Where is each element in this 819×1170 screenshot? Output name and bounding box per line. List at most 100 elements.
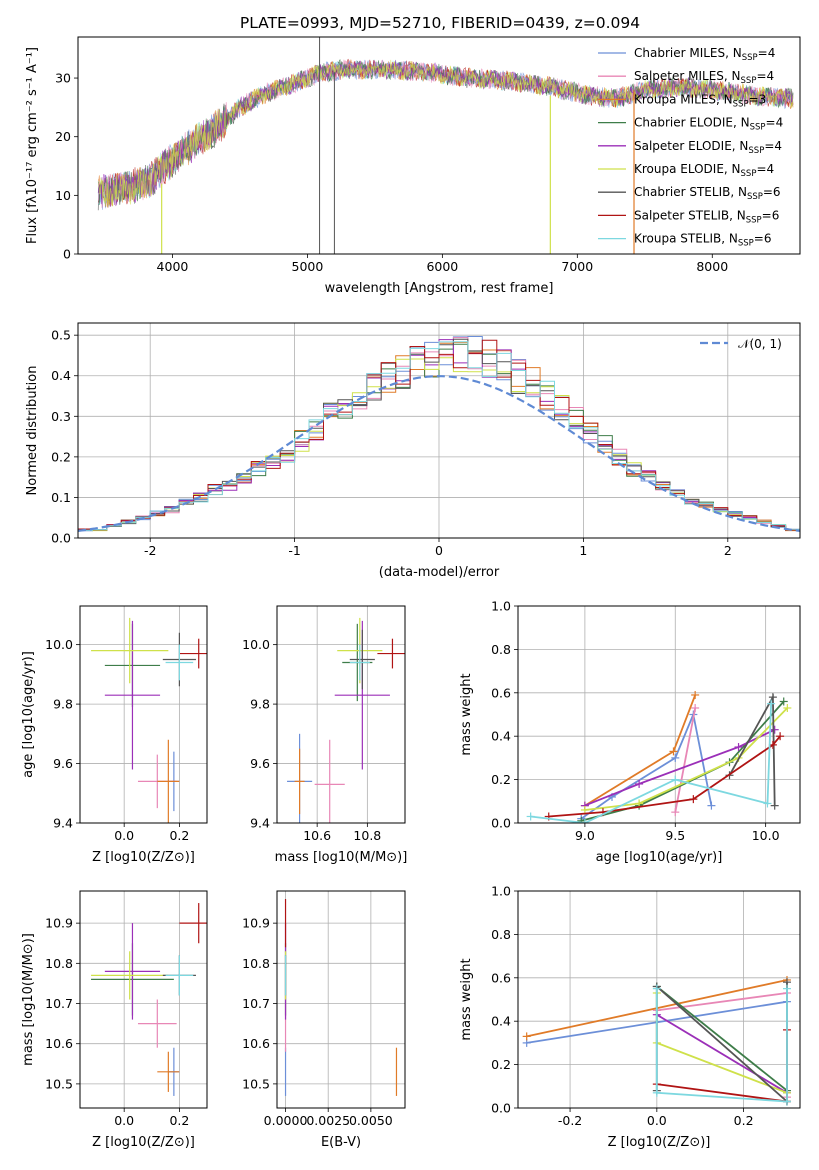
y-tick-label: 20: [55, 129, 71, 144]
x-tick-label: 0.0025: [306, 1113, 350, 1128]
x-tick-label: 0.2: [734, 1113, 754, 1128]
plot-area: [287, 617, 405, 823]
weight-series-7: [656, 1029, 788, 1103]
x-tick-label: 0.0: [114, 1113, 134, 1128]
legend-label: Kroupa MILES, NSSP=3: [634, 92, 766, 109]
y-tick-label: 9.6: [53, 756, 73, 771]
y-tick-label: 10.9: [242, 916, 270, 931]
y-tick-label: 0.3: [51, 409, 71, 424]
axes-frame: [77, 36, 801, 255]
y-axis-label: mass weight: [459, 673, 474, 755]
spectrum-legend: Chabrier MILES, NSSP=4 Salpeter MILES, NS…: [598, 46, 783, 249]
x-tick-label: 0.2: [169, 1113, 189, 1128]
weight-series-4: [584, 728, 776, 807]
legend-label: Chabrier ELODIE, NSSP=4: [634, 116, 783, 133]
y-tick-label: 10.8: [242, 956, 270, 971]
y-tick-label: 0.0: [51, 531, 71, 546]
x-tick-label: 2: [724, 543, 732, 558]
x-tick-label: 0.0: [647, 1113, 667, 1128]
x-axis-label: Z [log10(Z/Z⊙)]: [608, 1135, 711, 1150]
spectrum-series-5: [97, 59, 794, 208]
axes-frame: [276, 605, 406, 824]
y-tick-label: 0.4: [491, 1014, 511, 1029]
x-axis-label: (data-model)/error: [379, 565, 500, 580]
panel-age-vs-mass: 10.6 10.8 9.4 9.6 9.8 10.0 mass [log10(M/M⊙)]: [242, 605, 408, 865]
axes-frame: [517, 605, 801, 824]
y-tick-label: 0.4: [51, 368, 71, 383]
x-tick-label: 10.8: [353, 828, 381, 843]
y-tick-label: 0.6: [491, 685, 511, 700]
spectrum-series-0: [97, 59, 794, 210]
y-tick-label: 0.6: [491, 970, 511, 985]
axes-frame: [77, 322, 801, 539]
y-tick-label: 0: [63, 247, 71, 262]
x-axis-label: mass [log10(M/M⊙)]: [275, 850, 408, 865]
x-tick-label: 0.0000: [264, 1113, 308, 1128]
panel-mass-vs-Z: 0.0 0.2 10.5 10.6 10.7 10.8 10.9 Z [log10(Z/Z⊙)…: [21, 890, 208, 1150]
y-tick-label: 0.8: [491, 642, 511, 657]
x-tick-label: 6000: [426, 259, 458, 274]
y-axis-label: mass [log10(M/M⊙)]: [21, 933, 36, 1066]
hist-series-8: [78, 341, 800, 538]
panel-age-vs-Z: 0.0 0.2 9.4 9.6 9.8 10.0 Z [log10(Z/Z⊙)] age [l…: [21, 605, 208, 865]
legend-label: Kroupa STELIB, NSSP=6: [634, 232, 772, 249]
y-tick-label: 30: [55, 71, 71, 86]
x-tick-label: 8000: [696, 259, 728, 274]
y-tick-label: 9.4: [250, 816, 270, 831]
axes-frame: [79, 890, 208, 1109]
x-tick-label: -0.2: [558, 1113, 582, 1128]
x-axis-label: Z [log10(Z/Z⊙)]: [92, 1135, 195, 1150]
panel-weight-vs-Z: -0.2 0.0 0.2 0.0 0.2 0.4 0.6 0.8 1.0 Z [log10(Z/Z…: [459, 884, 801, 1150]
axes-frame: [517, 890, 801, 1109]
y-tick-label: 10.7: [45, 996, 73, 1011]
y-tick-label: 0.0: [491, 816, 511, 831]
figure-title: PLATE=0993, MJD=52710, FIBERID=0439, z=0…: [240, 14, 640, 32]
y-axis-label: Normed distribution: [25, 366, 40, 496]
y-tick-label: 0.2: [491, 772, 511, 787]
legend-label: Salpeter STELIB, NSSP=6: [634, 208, 779, 225]
x-tick-label: 9.0: [575, 828, 595, 843]
x-tick-label: 0: [435, 543, 443, 558]
legend-label: Salpeter ELODIE, NSSP=4: [634, 139, 782, 156]
x-axis-label: E(B-V): [321, 1135, 361, 1150]
plot-area: [526, 690, 792, 823]
y-tick-label: 0.0: [491, 1101, 511, 1116]
y-tick-label: 9.6: [250, 756, 270, 771]
weight-series-1: [674, 707, 697, 813]
y-tick-label: 0.8: [491, 927, 511, 942]
y-tick-label: 1.0: [491, 884, 511, 899]
y-tick-label: 10.6: [242, 1036, 270, 1051]
x-axis-label: wavelength [Angstrom, rest frame]: [325, 281, 554, 296]
panel-spectrum: 4000 5000 6000 7000 8000 0 10 20 30 wavelength [A…: [25, 36, 801, 296]
plot-area: [284, 899, 398, 1096]
weight-series-5: [584, 707, 788, 811]
y-tick-label: 10.0: [242, 637, 270, 652]
axes-frame: [79, 605, 208, 824]
plot-area: [91, 903, 207, 1096]
x-tick-label: 9.5: [665, 828, 685, 843]
x-tick-label: 0.2: [169, 828, 189, 843]
y-tick-label: 0.1: [51, 490, 71, 505]
weight-series-4: [656, 1013, 788, 1094]
legend-label: Kroupa ELODIE, NSSP=4: [634, 162, 774, 179]
x-axis-label: Z [log10(Z/Z⊙)]: [92, 850, 195, 865]
y-tick-label: 1.0: [491, 599, 511, 614]
y-tick-label: 10.5: [45, 1076, 73, 1091]
y-axis-label: age [log10(age/yr)]: [21, 651, 36, 778]
y-tick-label: 10: [55, 188, 71, 203]
weight-series-6: [655, 982, 788, 1104]
panel-weight-vs-age: 9.0 9.5 10.0 0.0 0.2 0.4 0.6 0.8 1.0 age [log10(a…: [459, 599, 801, 865]
legend-label: Chabrier MILES, NSSP=4: [634, 46, 775, 63]
x-tick-label: 0.0050: [349, 1113, 393, 1128]
y-tick-label: 10.7: [242, 996, 270, 1011]
legend-label: Salpeter MILES, NSSP=4: [634, 69, 774, 86]
axes-frame: [276, 890, 406, 1109]
y-tick-label: 0.2: [51, 449, 71, 464]
weight-series-8: [655, 988, 788, 1103]
residual-legend: 𝒩(0, 1): [700, 337, 782, 351]
plot-area: [78, 336, 800, 538]
y-tick-label: 9.4: [53, 816, 73, 831]
